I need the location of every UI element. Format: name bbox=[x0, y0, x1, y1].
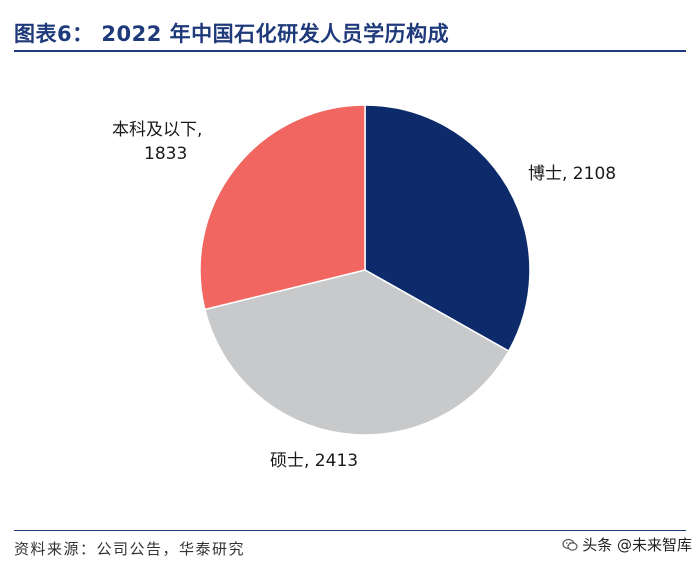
slice-label-0: 博士, 2108 bbox=[528, 164, 616, 184]
slice-label-2: 本科及以下, 1833 bbox=[112, 120, 202, 164]
watermark: 头条 @未来智库 bbox=[562, 534, 692, 555]
footer-divider bbox=[14, 530, 686, 531]
pie-slice-2 bbox=[199, 104, 366, 311]
watermark-text: 头条 @未来智库 bbox=[582, 536, 692, 554]
pie-chart: 博士, 2108 硕士, 2413 本科及以下, 1833 bbox=[0, 52, 700, 512]
wechat-icon bbox=[562, 538, 578, 551]
header-divider bbox=[14, 50, 686, 52]
pie-slice-0 bbox=[364, 104, 531, 353]
source-note: 资料来源：公司公告，华泰研究 bbox=[14, 540, 246, 558]
pie-slice-1 bbox=[203, 269, 510, 436]
slice-label-1: 硕士, 2413 bbox=[270, 451, 358, 471]
figure-header: 图表6： 2022 年中国石化研发人员学历构成 bbox=[14, 14, 686, 52]
figure-title: 图表6： 2022 年中国石化研发人员学历构成 bbox=[14, 22, 450, 46]
pie-chart-svg: 博士, 2108 硕士, 2413 本科及以下, 1833 bbox=[112, 104, 616, 471]
